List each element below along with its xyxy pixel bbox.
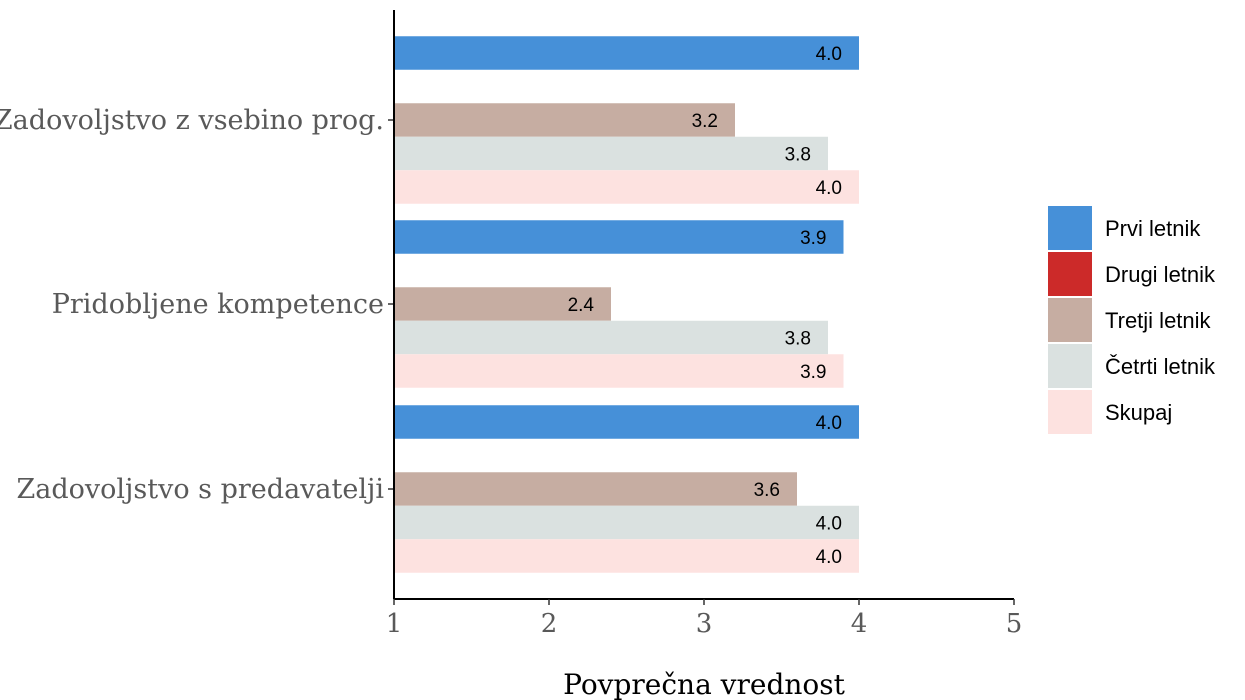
bar <box>394 539 859 573</box>
bar <box>394 505 859 540</box>
bar <box>394 170 859 204</box>
legend-label: Drugi letnik <box>1105 262 1216 287</box>
bar <box>394 405 859 439</box>
bar <box>394 320 828 355</box>
bar-value-label: 3.6 <box>754 480 780 501</box>
legend-key <box>1048 252 1092 296</box>
bar <box>394 36 859 70</box>
bar-value-label: 4.0 <box>816 178 842 199</box>
bars-layer <box>394 36 859 573</box>
bar-value-label: 3.8 <box>785 329 811 350</box>
legend-key <box>1048 390 1092 434</box>
x-tick-label: 5 <box>1006 609 1023 639</box>
category-label: Pridobljene kompetence <box>52 289 384 320</box>
bar <box>394 136 828 171</box>
legend-key <box>1048 344 1092 388</box>
bar-value-label: 3.8 <box>785 145 811 166</box>
bar-value-label: 3.9 <box>800 228 826 249</box>
bar-value-label: 4.0 <box>816 514 842 535</box>
legend-label: Skupaj <box>1105 400 1172 425</box>
bar-value-label: 4.0 <box>816 44 842 65</box>
bar-value-label: 2.4 <box>568 295 595 316</box>
bar-value-label: 3.9 <box>800 362 826 383</box>
bar <box>394 472 797 506</box>
axes: Zadovoljstvo z vsebino prog. Pridobljene … <box>0 10 1022 639</box>
legend-label: Prvi letnik <box>1105 216 1201 241</box>
bar <box>394 287 611 321</box>
legend-key <box>1048 206 1092 250</box>
bar-value-label: 4.0 <box>816 413 842 434</box>
x-tick-label: 2 <box>541 609 558 639</box>
legend: Prvi letnik Drugi letnik Tretji letnik Četr… <box>1048 206 1216 434</box>
category-label: Zadovoljstvo z vsebino prog. <box>0 105 384 136</box>
bar <box>394 103 735 137</box>
bar <box>394 354 844 388</box>
x-axis-title: Povprečna vrednost <box>563 668 846 700</box>
category-label: Zadovoljstvo s predavatelji <box>16 474 384 505</box>
bar-value-label: 3.2 <box>692 111 718 132</box>
bar <box>394 220 844 254</box>
x-tick-label: 1 <box>386 609 403 639</box>
x-tick-label: 4 <box>851 609 868 639</box>
x-tick-label: 3 <box>696 609 713 639</box>
bar-value-labels: 4.03.23.84.03.92.43.83.94.03.64.04.0 <box>568 44 842 568</box>
legend-key <box>1048 298 1092 342</box>
legend-label: Četrti letnik <box>1105 354 1216 379</box>
legend-label: Tretji letnik <box>1105 308 1212 333</box>
bar-value-label: 4.0 <box>816 547 842 568</box>
